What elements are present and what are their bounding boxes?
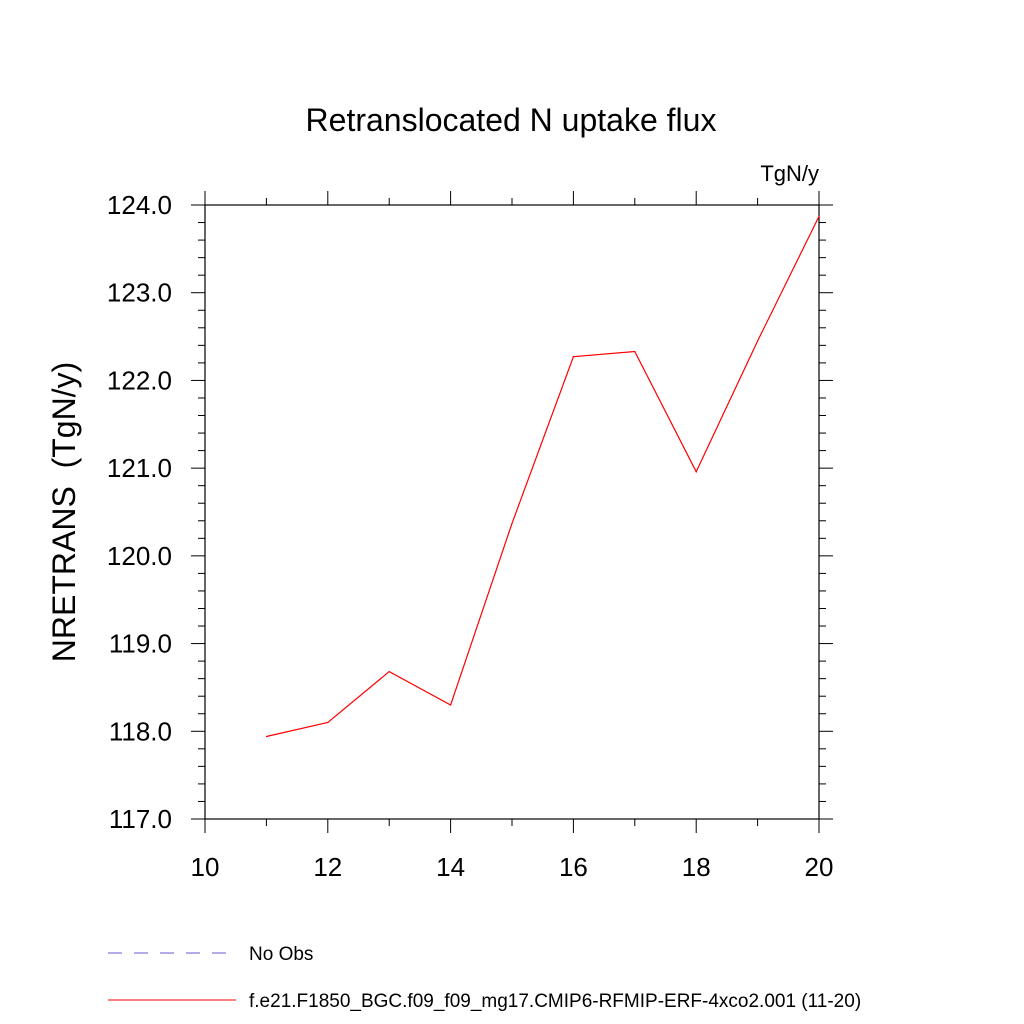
y-tick-label: 118.0 <box>109 716 172 746</box>
data-point <box>327 721 329 724</box>
legend-label: f.e21.F1850_BGC.f09_f09_mg17.CMIP6-RFMIP… <box>249 991 861 1012</box>
x-tick-label: 16 <box>559 852 588 882</box>
series-layer <box>265 215 820 738</box>
x-tick-label: 14 <box>436 852 465 882</box>
units-label: TgN/y <box>760 161 819 186</box>
axis-ticks <box>191 191 833 833</box>
legend: No Obs f.e21.F1850_BGC.f09_f09_mg17.CMIP6… <box>108 944 861 1012</box>
chart-title: Retranslocated N uptake flux <box>306 102 717 138</box>
x-tick-label: 12 <box>313 852 342 882</box>
series-line-0 <box>266 216 820 738</box>
y-tick-label: 123.0 <box>107 278 172 308</box>
data-point <box>265 735 267 738</box>
data-point <box>450 704 452 706</box>
x-tick-label: 10 <box>191 852 220 882</box>
x-tick-labels: 10 12 14 16 18 20 <box>191 852 834 882</box>
data-point <box>695 471 697 473</box>
y-tick-label: 122.0 <box>107 365 172 395</box>
data-point <box>757 340 759 342</box>
y-tick-labels: 117.0 118.0 119.0 120.0 121.0 122.0 123.0 124.0 <box>107 190 172 834</box>
x-tick-label: 20 <box>805 852 834 882</box>
data-point <box>388 671 390 673</box>
y-tick-label: 117.0 <box>109 804 172 834</box>
data-point <box>572 356 575 358</box>
y-tick-label: 121.0 <box>107 453 172 483</box>
y-axis-label: NRETRANS (TgN/y) <box>46 362 82 662</box>
x-tick-label: 18 <box>682 852 711 882</box>
plot-frame <box>204 204 820 820</box>
y-tick-label: 124.0 <box>107 190 172 220</box>
y-tick-label: 119.0 <box>109 629 172 659</box>
y-tick-label: 120.0 <box>107 541 172 571</box>
data-point <box>818 215 820 218</box>
legend-label: No Obs <box>249 944 313 965</box>
data-point <box>511 522 513 525</box>
data-point <box>634 350 636 353</box>
